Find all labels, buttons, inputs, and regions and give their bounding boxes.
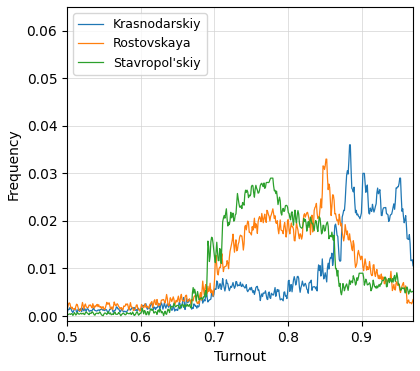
Stavropol'skiy bbox=[197, 298, 202, 302]
Krasnodarskiy bbox=[339, 234, 344, 239]
Rostovskaya bbox=[340, 230, 345, 234]
Krasnodarskiy bbox=[115, 305, 120, 309]
Krasnodarskiy bbox=[134, 307, 139, 312]
Stavropol'skiy bbox=[115, 312, 120, 316]
Rostovskaya bbox=[115, 302, 120, 306]
Line: Krasnodarskiy: Krasnodarskiy bbox=[67, 145, 413, 315]
Stavropol'skiy bbox=[261, 184, 266, 189]
Stavropol'skiy bbox=[410, 289, 415, 294]
Krasnodarskiy bbox=[64, 312, 69, 317]
Rostovskaya bbox=[134, 303, 139, 307]
Krasnodarskiy bbox=[410, 263, 415, 268]
Rostovskaya bbox=[260, 216, 265, 220]
Line: Stavropol'skiy: Stavropol'skiy bbox=[67, 178, 413, 316]
Rostovskaya bbox=[81, 304, 86, 308]
Krasnodarskiy bbox=[196, 305, 201, 309]
Rostovskaya bbox=[323, 157, 328, 161]
X-axis label: Turnout: Turnout bbox=[214, 350, 266, 364]
Rostovskaya bbox=[196, 300, 201, 304]
Krasnodarskiy bbox=[347, 142, 352, 147]
Stavropol'skiy bbox=[268, 176, 273, 180]
Y-axis label: Frequency: Frequency bbox=[7, 128, 21, 200]
Rostovskaya bbox=[410, 298, 415, 302]
Rostovskaya bbox=[64, 310, 69, 314]
Krasnodarskiy bbox=[81, 307, 86, 312]
Stavropol'skiy bbox=[81, 311, 86, 315]
Stavropol'skiy bbox=[118, 313, 123, 318]
Krasnodarskiy bbox=[260, 294, 265, 299]
Stavropol'skiy bbox=[134, 309, 139, 314]
Stavropol'skiy bbox=[341, 281, 346, 286]
Legend: Krasnodarskiy, Rostovskaya, Stavropol'skiy: Krasnodarskiy, Rostovskaya, Stavropol'sk… bbox=[73, 13, 207, 75]
Stavropol'skiy bbox=[64, 313, 69, 317]
Line: Rostovskaya: Rostovskaya bbox=[67, 159, 413, 312]
